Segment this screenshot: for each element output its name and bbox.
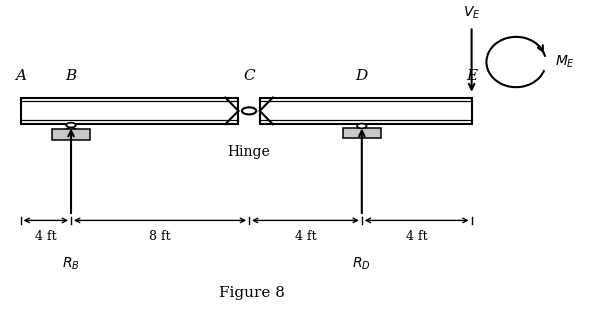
Bar <box>343 128 381 138</box>
Circle shape <box>67 123 75 127</box>
Text: E: E <box>466 69 477 83</box>
Polygon shape <box>225 98 238 124</box>
Text: $R_D$: $R_D$ <box>352 256 371 272</box>
Bar <box>260 98 471 124</box>
Text: 4 ft: 4 ft <box>295 230 316 243</box>
Text: 8 ft: 8 ft <box>149 230 171 243</box>
Circle shape <box>243 108 256 114</box>
Bar <box>20 98 238 124</box>
Text: A: A <box>15 69 26 83</box>
Text: $V_E$: $V_E$ <box>463 4 480 21</box>
Text: $R_B$: $R_B$ <box>62 256 80 272</box>
Bar <box>52 129 90 140</box>
Text: 4 ft: 4 ft <box>35 230 57 243</box>
Text: $M_E$: $M_E$ <box>555 54 575 70</box>
Text: Hinge: Hinge <box>228 145 270 159</box>
Text: B: B <box>65 69 77 83</box>
Polygon shape <box>260 98 273 124</box>
Text: D: D <box>356 69 368 83</box>
Text: C: C <box>243 69 255 83</box>
Text: Figure 8: Figure 8 <box>219 286 285 300</box>
Circle shape <box>358 124 366 128</box>
Text: 4 ft: 4 ft <box>406 230 428 243</box>
